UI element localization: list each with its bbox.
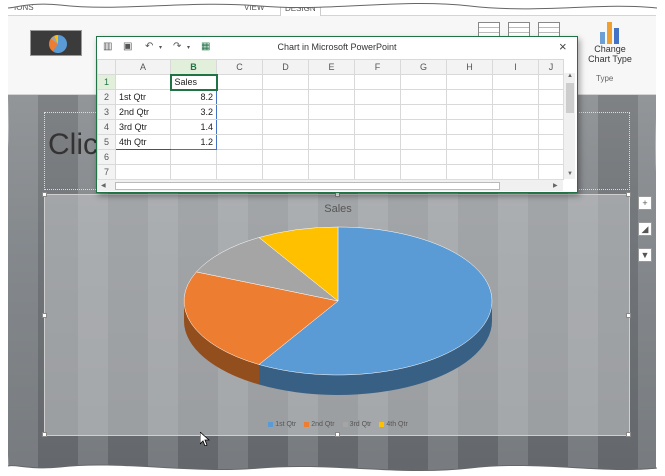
title-placeholder-text: Clic <box>48 128 98 161</box>
vertical-scrollbar[interactable]: ▲ ▼ <box>563 73 575 179</box>
spreadsheet-grid[interactable]: A B C D E F G H I J 1 Sales <box>97 59 564 180</box>
chart-object[interactable]: Sales 1st Qtr 2nd Qtr 3rd Qtr 4th Qtr <box>42 192 631 437</box>
pie-chart <box>183 226 493 395</box>
change-type-label-1: Change <box>594 44 626 54</box>
legend-entry[interactable]: 3rd Qtr <box>342 421 372 428</box>
chart-title[interactable]: Sales <box>324 203 352 215</box>
row-header[interactable]: 7 <box>97 164 116 180</box>
column-header[interactable]: D <box>262 59 309 75</box>
group-label-type: Type <box>596 74 614 83</box>
horizontal-scrollbar[interactable]: ◀ ▶ <box>97 179 563 191</box>
chart-legend[interactable]: 1st Qtr 2nd Qtr 3rd Qtr 4th Qtr <box>45 421 631 428</box>
chart-filters-button[interactable]: ▼ <box>638 248 652 262</box>
chart-icon[interactable]: ▥ <box>103 41 113 52</box>
column-header[interactable]: J <box>538 59 564 75</box>
bar-icon-3 <box>614 28 619 44</box>
column-header[interactable]: E <box>308 59 355 75</box>
window-title: Chart in Microsoft PowerPoint <box>277 42 397 52</box>
save-icon[interactable]: ▣ <box>123 41 133 52</box>
legend-entry[interactable]: 4th Qtr <box>379 421 408 428</box>
excel-icon[interactable]: ▦ <box>201 41 211 52</box>
resize-handle-bl[interactable] <box>42 432 47 437</box>
legend-label: 4th Qtr <box>386 421 408 428</box>
resize-handle-b[interactable] <box>335 432 340 437</box>
tab-view[interactable]: VIEW <box>244 3 265 12</box>
plus-icon: + <box>642 198 648 208</box>
legend-entry[interactable]: 2nd Qtr <box>304 421 335 428</box>
undo-icon[interactable]: ↶ <box>145 41 154 52</box>
resize-handle-br[interactable] <box>626 432 631 437</box>
bar-icon-1 <box>600 32 605 44</box>
cell-table: A B C D E F G H I J 1 Sales <box>97 59 564 180</box>
pie-slice-side <box>259 301 492 395</box>
chart-styles-button[interactable]: ◢ <box>638 222 652 236</box>
tab-animations[interactable]: IONS <box>14 3 34 12</box>
resize-handle-tl[interactable] <box>42 192 47 197</box>
resize-handle-l[interactable] <box>42 313 47 318</box>
resize-handle-r[interactable] <box>626 313 631 318</box>
change-type-label-2: Chart Type <box>588 54 632 64</box>
chart-elements-button[interactable]: + <box>638 196 652 210</box>
row-header[interactable]: 5 <box>97 134 116 150</box>
chart-style-thumbnail[interactable] <box>30 30 82 56</box>
filter-icon: ▼ <box>640 250 650 260</box>
column-header[interactable]: A <box>115 59 171 75</box>
chart-side-tools: + ◢ ▼ <box>638 196 652 274</box>
pie-slice-side <box>184 301 260 385</box>
pie-slice[interactable] <box>195 237 339 302</box>
row-header[interactable]: 2 <box>97 89 116 105</box>
scroll-left-icon[interactable]: ◀ <box>101 183 106 189</box>
legend-swatch <box>304 421 310 427</box>
select-all-corner[interactable] <box>97 59 116 75</box>
change-chart-type-button[interactable]: Change Chart Type <box>580 22 640 92</box>
row-header[interactable]: 1 <box>97 74 116 90</box>
scroll-right-icon[interactable]: ▶ <box>553 183 558 189</box>
pie-slice[interactable] <box>258 226 493 376</box>
window-titlebar[interactable]: ▥ ▣ ↶ ▾ ↷ ▾ ▦ Chart in Microsoft PowerPo… <box>97 37 577 59</box>
column-header[interactable]: G <box>400 59 447 75</box>
legend-swatch <box>379 421 385 427</box>
brush-icon: ◢ <box>641 224 649 234</box>
bar-chart-icon <box>600 22 620 44</box>
redo-dropdown-icon[interactable]: ▾ <box>187 45 191 51</box>
legend-label: 2nd Qtr <box>311 421 335 428</box>
scroll-down-icon[interactable]: ▼ <box>567 171 573 177</box>
pie-thumbnail-icon <box>49 35 67 53</box>
pie-slice[interactable] <box>183 271 339 365</box>
legend-label: 3rd Qtr <box>349 421 372 428</box>
column-header[interactable]: B <box>170 59 217 76</box>
legend-swatch <box>342 421 348 427</box>
horizontal-scroll-thumb[interactable] <box>115 182 500 190</box>
redo-icon[interactable]: ↷ <box>173 41 182 52</box>
legend-label: 1st Qtr <box>275 421 297 428</box>
close-icon[interactable]: × <box>559 39 567 54</box>
chart-data-window: ▥ ▣ ↶ ▾ ↷ ▾ ▦ Chart in Microsoft PowerPo… <box>96 36 578 193</box>
mouse-pointer-icon <box>200 432 210 446</box>
vertical-scroll-thumb[interactable] <box>566 83 574 113</box>
pie-slice[interactable] <box>258 226 339 302</box>
scroll-up-icon[interactable]: ▲ <box>567 73 573 79</box>
resize-handle-tr[interactable] <box>626 192 631 197</box>
legend-swatch <box>268 421 274 427</box>
legend-entry[interactable]: 1st Qtr <box>268 421 296 428</box>
cell-active[interactable]: Sales <box>169 73 218 91</box>
bar-icon-2 <box>607 22 612 44</box>
undo-dropdown-icon[interactable]: ▾ <box>159 45 163 51</box>
